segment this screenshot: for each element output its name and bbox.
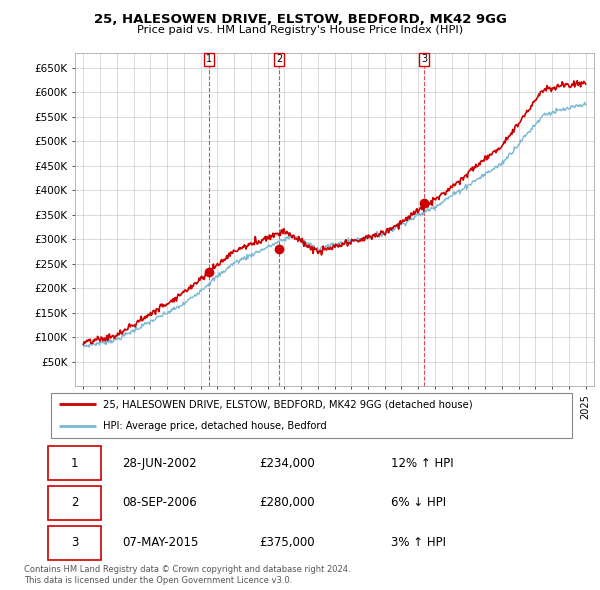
Text: 3: 3 [421,54,427,64]
Text: 2: 2 [276,54,282,64]
Text: Contains HM Land Registry data © Crown copyright and database right 2024.
This d: Contains HM Land Registry data © Crown c… [24,565,350,585]
FancyBboxPatch shape [48,526,101,560]
Text: 25, HALESOWEN DRIVE, ELSTOW, BEDFORD, MK42 9GG: 25, HALESOWEN DRIVE, ELSTOW, BEDFORD, MK… [94,13,506,26]
Text: 3% ↑ HPI: 3% ↑ HPI [391,536,446,549]
Text: 08-SEP-2006: 08-SEP-2006 [122,496,197,510]
Text: 25, HALESOWEN DRIVE, ELSTOW, BEDFORD, MK42 9GG (detached house): 25, HALESOWEN DRIVE, ELSTOW, BEDFORD, MK… [103,399,473,409]
Text: Price paid vs. HM Land Registry's House Price Index (HPI): Price paid vs. HM Land Registry's House … [137,25,463,35]
Text: £375,000: £375,000 [259,536,315,549]
Text: 12% ↑ HPI: 12% ↑ HPI [391,457,454,470]
Text: £234,000: £234,000 [259,457,315,470]
Text: 3: 3 [71,536,78,549]
Text: 07-MAY-2015: 07-MAY-2015 [122,536,198,549]
Text: HPI: Average price, detached house, Bedford: HPI: Average price, detached house, Bedf… [103,421,327,431]
FancyBboxPatch shape [50,393,572,438]
Text: 1: 1 [206,54,212,64]
Text: 2: 2 [71,496,78,510]
FancyBboxPatch shape [48,446,101,480]
Text: 1: 1 [71,457,78,470]
FancyBboxPatch shape [48,486,101,520]
Text: 6% ↓ HPI: 6% ↓ HPI [391,496,446,510]
Text: £280,000: £280,000 [259,496,315,510]
Text: 28-JUN-2002: 28-JUN-2002 [122,457,197,470]
